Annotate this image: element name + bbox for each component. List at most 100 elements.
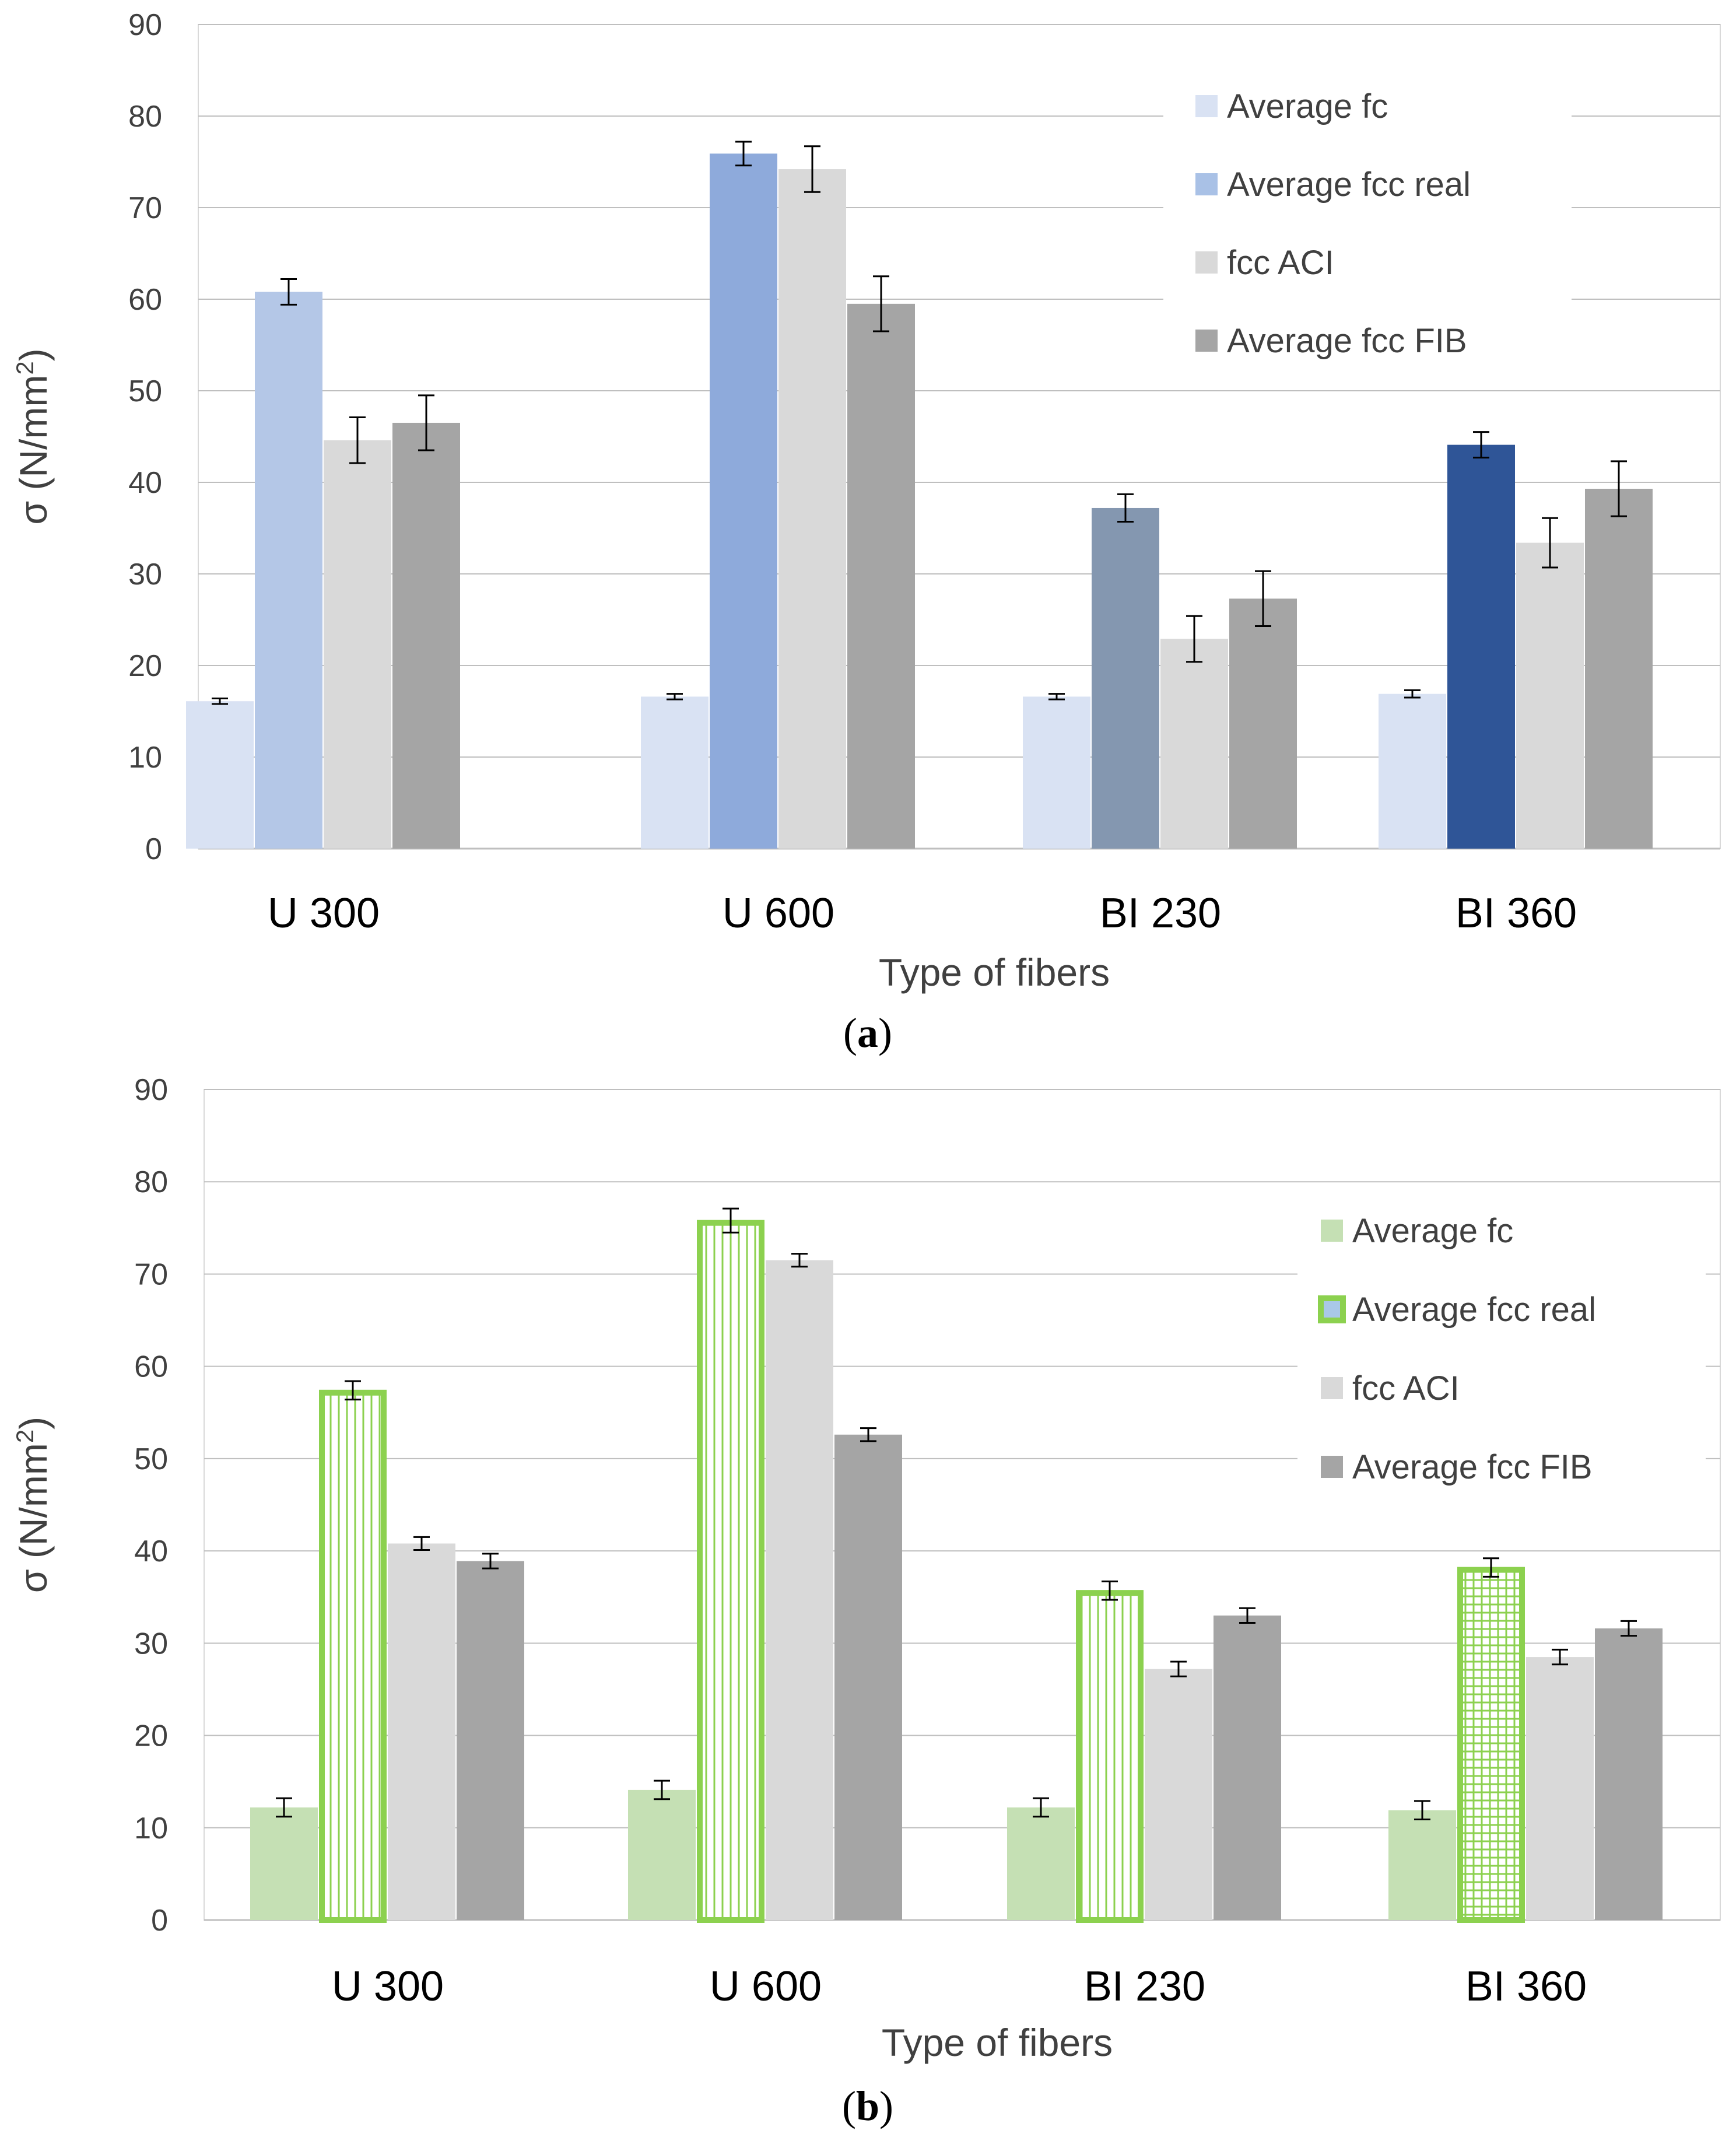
panel-label: (b) — [842, 2083, 893, 2129]
bar — [1229, 598, 1297, 849]
y-tick-label: 50 — [128, 374, 162, 408]
bar — [1145, 1669, 1212, 1920]
panel-label: (a) — [843, 1010, 892, 1056]
chart-panel-b: 0 10 20 30 40 50 60 70 80 90 U 300 U 600 BI 230 BI 36… — [11, 1073, 1721, 2129]
legend-label: Average fcc FIB — [1352, 1448, 1593, 1486]
bar — [255, 292, 322, 849]
x-category-label: U 600 — [723, 890, 834, 937]
x-category-label: BI 230 — [1100, 890, 1221, 937]
x-category-label: BI 230 — [1084, 1963, 1205, 2010]
error-bar — [873, 275, 889, 332]
bar — [628, 1789, 696, 1920]
legend-swatch — [1195, 330, 1218, 352]
error-bar — [654, 1779, 670, 1800]
y-tick-label: 30 — [128, 558, 162, 591]
error-bar — [212, 698, 228, 705]
error-bar — [349, 416, 366, 464]
bar — [1007, 1807, 1075, 1920]
legend-label: Average fcc real — [1227, 166, 1471, 204]
legend-swatch — [1321, 1456, 1343, 1478]
legend-label: Average fc — [1352, 1212, 1513, 1250]
y-axis-label: σ (N/mm2) — [11, 1417, 55, 1593]
chart-panel-a: 0 10 20 30 40 50 60 70 80 90 U 300 U 600 BI 230 BI 36… — [11, 8, 1721, 1056]
y-tick-label: 80 — [128, 100, 162, 134]
error-bar — [1102, 1580, 1118, 1601]
bar — [710, 153, 777, 849]
y-tick-label: 90 — [134, 1073, 168, 1107]
bar — [778, 169, 846, 849]
error-bar — [723, 1207, 739, 1234]
error-bar — [1048, 693, 1065, 700]
y-tick-label: 10 — [134, 1812, 168, 1845]
bar — [847, 303, 915, 849]
bar — [392, 422, 460, 849]
x-category-label: BI 360 — [1465, 1963, 1587, 2010]
bar — [1388, 1810, 1456, 1920]
bar — [1585, 488, 1653, 849]
y-tick-label: 60 — [128, 283, 162, 317]
bar — [1379, 693, 1446, 849]
bar — [1214, 1615, 1281, 1920]
error-bar — [1473, 431, 1489, 459]
bar — [1076, 1590, 1144, 1924]
bar — [1092, 507, 1159, 849]
error-bar — [1117, 493, 1134, 523]
error-bar — [1611, 460, 1627, 517]
bar — [186, 701, 254, 849]
legend-label: Average fcc FIB — [1227, 322, 1467, 360]
legend-swatch — [1195, 95, 1218, 117]
error-bar — [1186, 615, 1202, 663]
bar — [1516, 542, 1584, 849]
error-bar — [1404, 689, 1421, 699]
y-axis-label: σ (N/mm2) — [11, 348, 55, 524]
y-tick-label: 80 — [134, 1165, 168, 1199]
x-category-label: U 300 — [268, 890, 380, 937]
error-bar — [1239, 1607, 1255, 1624]
bar — [766, 1260, 833, 1920]
x-category-label: U 600 — [710, 1963, 822, 2010]
legend-swatch — [1318, 1295, 1346, 1323]
y-tick-label: 40 — [128, 466, 162, 500]
error-bar — [276, 1797, 292, 1818]
error-bar — [1414, 1800, 1430, 1821]
error-bar — [1621, 1620, 1637, 1637]
error-bar — [1170, 1660, 1187, 1677]
legend-label: fcc ACI — [1352, 1369, 1460, 1407]
y-tick-label: 60 — [134, 1350, 168, 1384]
error-bar — [280, 278, 297, 306]
error-bar — [345, 1380, 361, 1401]
bar — [1160, 639, 1228, 849]
legend-swatch — [1321, 1377, 1343, 1399]
legend-background — [1297, 1184, 1706, 1511]
bar — [1595, 1628, 1663, 1920]
error-bar — [735, 141, 752, 167]
y-tick-label: 50 — [134, 1442, 168, 1476]
y-tick-label: 0 — [145, 832, 162, 866]
x-axis-label: Type of fibers — [882, 2021, 1113, 2064]
bar — [1526, 1657, 1594, 1920]
legend-label: fcc ACI — [1227, 244, 1334, 282]
bar — [250, 1807, 318, 1920]
error-bar — [860, 1427, 876, 1442]
bar — [324, 440, 391, 849]
bar — [319, 1389, 387, 1923]
bar — [834, 1434, 902, 1920]
legend-swatch — [1321, 1220, 1343, 1242]
y-tick-label: 30 — [134, 1627, 168, 1660]
y-tick-label: 0 — [151, 1904, 168, 1938]
error-bar — [418, 394, 434, 451]
error-bar — [804, 145, 820, 193]
y-tick-label: 10 — [128, 741, 162, 775]
y-tick-label: 90 — [128, 8, 162, 42]
bar — [1023, 696, 1090, 849]
y-tick-label: 20 — [134, 1719, 168, 1753]
y-tick-label: 70 — [128, 191, 162, 225]
legend-label: Average fcc real — [1352, 1291, 1596, 1329]
bar — [457, 1561, 524, 1920]
error-bar — [413, 1536, 430, 1551]
bar — [388, 1543, 455, 1920]
error-bar — [1483, 1557, 1499, 1578]
error-bar — [1033, 1797, 1049, 1818]
x-category-label: BI 360 — [1456, 890, 1577, 937]
